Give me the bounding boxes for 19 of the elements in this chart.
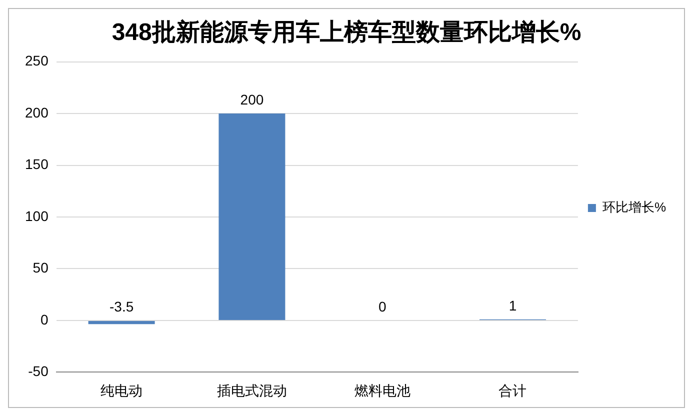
data-label: 1 <box>508 297 517 314</box>
data-label: 0 <box>378 298 386 314</box>
x-tick-label: 插电式混动 <box>216 382 287 398</box>
data-label: 200 <box>240 91 264 108</box>
x-tick-label: 纯电动 <box>100 382 143 398</box>
y-tick-label: 0 <box>40 311 49 328</box>
x-tick-label: 燃料电池 <box>354 382 410 398</box>
chart-title: 348批新能源专用车上榜车型数量环比增长% <box>112 19 582 46</box>
x-tick-label: 合计 <box>498 382 527 398</box>
legend-label: 环比增长% <box>602 200 666 215</box>
y-tick-label: -50 <box>28 363 49 380</box>
y-tick-label: 100 <box>25 208 49 224</box>
bar <box>218 114 286 320</box>
data-label: -3.5 <box>109 298 134 314</box>
bar <box>88 320 155 324</box>
y-tick-label: 200 <box>25 104 49 120</box>
y-tick-label: 150 <box>25 156 49 172</box>
y-tick-label: 50 <box>32 260 49 276</box>
y-tick-label: 250 <box>25 52 49 69</box>
